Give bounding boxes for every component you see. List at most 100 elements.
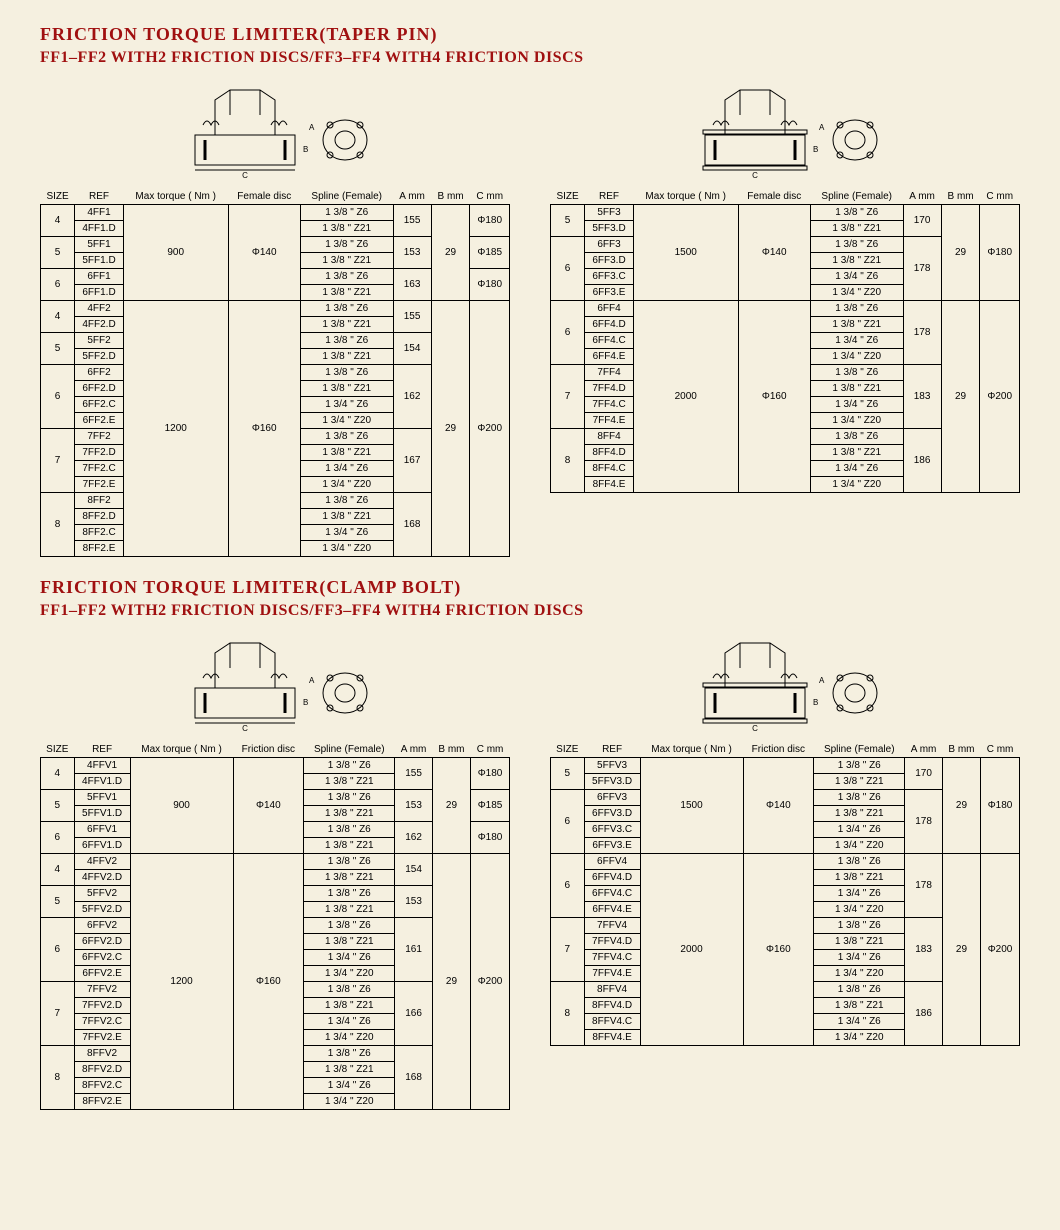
section2-subtitle: FF1–FF2 WITH2 FRICTION DISCS/FF3–FF4 WIT… <box>40 602 1020 620</box>
svg-text:B: B <box>813 698 818 707</box>
ref-cell: 5FFV3.D <box>584 774 640 790</box>
c-cell: Φ180 <box>470 269 510 301</box>
svg-text:C: C <box>242 171 248 180</box>
a-cell: 153 <box>395 790 433 822</box>
spline-cell: 1 3/8 " Z6 <box>814 758 905 774</box>
b-cell: 29 <box>431 301 470 557</box>
ref-cell: 6FF2 <box>75 365 124 381</box>
svg-text:A: A <box>819 676 825 685</box>
ref-cell: 6FFV2 <box>74 918 130 934</box>
spline-cell: 1 3/8 " Z6 <box>304 790 395 806</box>
spline-cell: 1 3/8 " Z21 <box>304 902 395 918</box>
a-cell: 154 <box>395 854 433 886</box>
size-cell: 8 <box>551 982 585 1046</box>
ref-cell: 4FF2.D <box>75 317 124 333</box>
torque-cell: 1500 <box>640 758 743 854</box>
section2-title: FRICTION TORQUE LIMITER(CLAMP BOLT) <box>40 577 1020 598</box>
spline-cell: 1 3/8 " Z6 <box>814 790 905 806</box>
c-cell: Φ180 <box>470 205 510 237</box>
mechanical-diagram-icon: C B A <box>685 633 885 733</box>
ref-cell: 5FFV3 <box>584 758 640 774</box>
ref-cell: 8FFV4.E <box>584 1030 640 1046</box>
ref-cell: 6FF3 <box>585 237 634 253</box>
ref-cell: 8FFV2.C <box>74 1078 130 1094</box>
col-header: REF <box>585 189 634 205</box>
size-cell: 5 <box>41 886 75 918</box>
spline-cell: 1 3/8 " Z6 <box>814 918 905 934</box>
disc-cell: Φ140 <box>738 205 810 301</box>
spline-cell: 1 3/8 " Z6 <box>810 237 903 253</box>
ref-cell: 8FFV2 <box>74 1046 130 1062</box>
size-cell: 5 <box>551 758 585 790</box>
col-header: Max torque ( Nm ) <box>633 189 738 205</box>
size-cell: 7 <box>41 982 75 1046</box>
spline-cell: 1 3/8 " Z21 <box>810 317 903 333</box>
c-cell: Φ180 <box>981 758 1020 854</box>
ref-cell: 8FF2 <box>75 493 124 509</box>
size-cell: 5 <box>41 790 75 822</box>
col-header: REF <box>584 742 640 758</box>
svg-text:B: B <box>303 698 308 707</box>
ref-cell: 7FFV4 <box>584 918 640 934</box>
a-cell: 155 <box>393 205 431 237</box>
c-cell: Φ180 <box>980 205 1020 301</box>
spline-cell: 1 3/8 " Z21 <box>300 317 393 333</box>
ref-cell: 7FFV2.C <box>74 1014 130 1030</box>
ref-cell: 8FF2.E <box>75 541 124 557</box>
c-cell: Φ185 <box>471 790 510 822</box>
ref-cell: 6FFV2.C <box>74 950 130 966</box>
section1-title: FRICTION TORQUE LIMITER(TAPER PIN) <box>40 24 1020 45</box>
col-header: Spline (Female) <box>810 189 903 205</box>
col-header: B mm <box>432 742 470 758</box>
ref-cell: 7FFV4.C <box>584 950 640 966</box>
disc-cell: Φ160 <box>228 301 300 557</box>
ref-cell: 6FFV2.E <box>74 966 130 982</box>
svg-text:C: C <box>752 171 758 180</box>
ref-cell: 4FFV2.D <box>74 870 130 886</box>
ref-cell: 6FFV3.E <box>584 838 640 854</box>
col-header: Female disc <box>228 189 300 205</box>
size-cell: 6 <box>41 822 75 854</box>
col-header: C mm <box>981 742 1020 758</box>
size-cell: 5 <box>551 205 585 237</box>
ref-cell: 6FF4.D <box>585 317 634 333</box>
c-cell: Φ185 <box>470 237 510 269</box>
spline-cell: 1 3/8 " Z6 <box>300 269 393 285</box>
c-cell: Φ180 <box>471 822 510 854</box>
ref-cell: 6FF4.E <box>585 349 634 365</box>
ref-cell: 6FF3.C <box>585 269 634 285</box>
ref-cell: 6FFV4.C <box>584 886 640 902</box>
ref-cell: 8FF4.E <box>585 477 634 493</box>
disc-cell: Φ160 <box>743 854 814 1046</box>
torque-cell: 2000 <box>640 854 743 1046</box>
size-cell: 7 <box>41 429 75 493</box>
size-cell: 8 <box>41 493 75 557</box>
b-cell: 29 <box>942 758 980 854</box>
ref-cell: 8FF2.C <box>75 525 124 541</box>
ref-cell: 8FFV4.C <box>584 1014 640 1030</box>
ref-cell: 7FFV2 <box>74 982 130 998</box>
torque-cell: 2000 <box>633 301 738 493</box>
svg-text:A: A <box>819 123 825 132</box>
spline-cell: 1 3/4 " Z6 <box>810 269 903 285</box>
spline-cell: 1 3/4 " Z20 <box>814 966 905 982</box>
spline-cell: 1 3/8 " Z6 <box>300 333 393 349</box>
ref-cell: 4FF2 <box>75 301 124 317</box>
a-cell: 167 <box>393 429 431 493</box>
spline-cell: 1 3/4 " Z6 <box>304 950 395 966</box>
a-cell: 161 <box>395 918 433 982</box>
table-ff1-ff2-clamp: SIZEREFMax torque ( Nm )Friction discSpl… <box>40 742 510 1110</box>
spline-cell: 1 3/8 " Z21 <box>304 870 395 886</box>
size-cell: 4 <box>41 854 75 886</box>
spline-cell: 1 3/8 " Z21 <box>300 253 393 269</box>
col-header: SIZE <box>41 189 75 205</box>
ref-cell: 7FF2.C <box>75 461 124 477</box>
a-cell: 155 <box>395 758 433 790</box>
spline-cell: 1 3/4 " Z20 <box>814 1030 905 1046</box>
spline-cell: 1 3/8 " Z21 <box>300 221 393 237</box>
a-cell: 186 <box>905 982 943 1046</box>
a-cell: 153 <box>395 886 433 918</box>
spline-cell: 1 3/8 " Z21 <box>304 838 395 854</box>
ref-cell: 6FFV1 <box>74 822 130 838</box>
spline-cell: 1 3/8 " Z6 <box>304 854 395 870</box>
